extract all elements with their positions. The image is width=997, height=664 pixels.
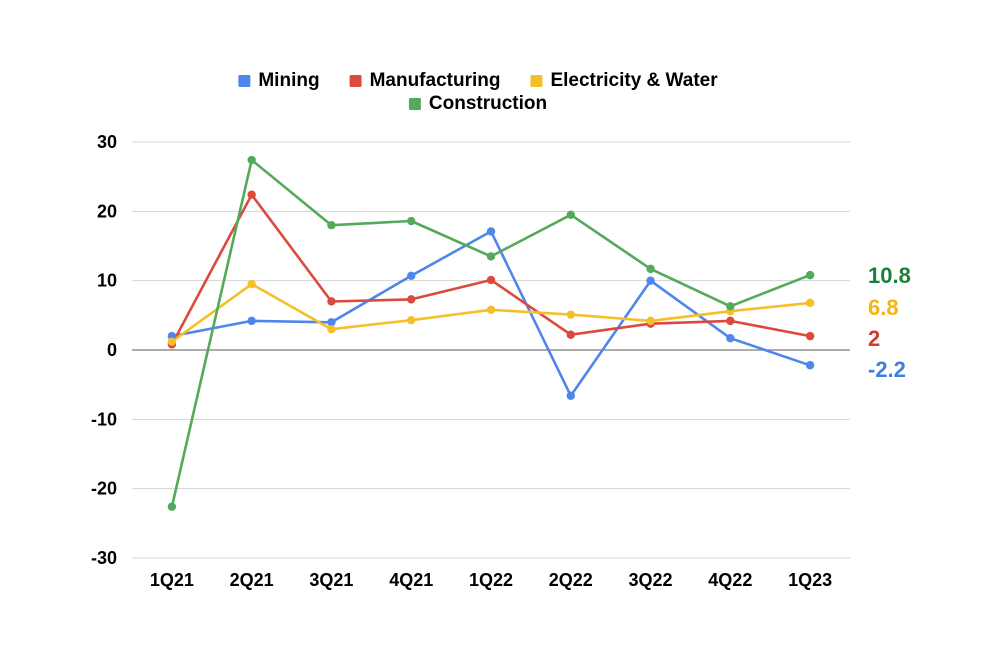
- data-point: [646, 264, 655, 274]
- data-point: [646, 276, 655, 285]
- data-point: [566, 310, 575, 319]
- data-point: [486, 275, 496, 285]
- data-point: [407, 315, 416, 325]
- data-point: [726, 316, 735, 326]
- legend-swatch: [530, 75, 543, 87]
- legend-label: Manufacturing: [370, 70, 501, 91]
- legend-swatch: [408, 98, 421, 110]
- y-tick-label: 30: [97, 132, 117, 152]
- x-tick-label: 2Q21: [230, 570, 274, 590]
- y-tick-label: -20: [91, 479, 117, 499]
- x-axis-ticks: 1Q21 2Q21 3Q21 4Q21 1Q22 2Q22 3Q22 4Q22 1Q23: [150, 570, 832, 590]
- chart-legend: Mining Manufacturing Electricity & WaterCo…: [238, 70, 718, 114]
- data-point: [646, 316, 655, 326]
- data-point: [407, 271, 416, 281]
- data-point: [486, 305, 496, 314]
- data-point: [327, 325, 336, 334]
- y-tick-label: 10: [97, 271, 117, 291]
- data-point: [407, 216, 416, 226]
- data-point: [566, 391, 575, 400]
- data-point: [805, 298, 815, 308]
- y-tick-label: 20: [97, 201, 117, 221]
- legend-swatch: [349, 75, 362, 87]
- data-point: [247, 279, 256, 289]
- data-point: [327, 221, 336, 230]
- data-point: [486, 252, 496, 261]
- x-tick-label: 1Q22: [469, 570, 513, 590]
- x-tick-label: 4Q21: [389, 570, 433, 590]
- legend-label: Electricity & Water: [550, 70, 718, 91]
- legend-swatch: [238, 75, 251, 87]
- data-point: [247, 316, 256, 326]
- end-value-label: -2.2: [868, 357, 906, 382]
- data-point: [486, 227, 496, 236]
- data-point: [726, 334, 735, 343]
- y-axis-ticks: 30 20 10 0 -10 -20 -30: [91, 132, 117, 568]
- x-tick-label: 1Q21: [150, 570, 194, 590]
- data-point: [566, 330, 575, 339]
- data-point: [167, 502, 177, 511]
- x-tick-label: 3Q21: [309, 570, 353, 590]
- data-point: [805, 331, 815, 341]
- y-tick-label: 0: [107, 340, 117, 360]
- data-point: [566, 210, 575, 219]
- data-point: [805, 361, 815, 370]
- data-point: [726, 302, 735, 311]
- x-tick-label: 1Q23: [788, 570, 832, 590]
- y-tick-label: -30: [91, 548, 117, 568]
- end-value-labels: 10.8 6.8 2 -2.2: [868, 263, 911, 382]
- x-tick-label: 3Q22: [629, 570, 673, 590]
- chart-gridlines: [132, 141, 850, 559]
- end-value-label: 2: [868, 326, 880, 351]
- x-tick-label: 4Q22: [708, 570, 752, 590]
- data-point: [805, 270, 815, 280]
- end-value-label: 10.8: [868, 263, 911, 288]
- data-point: [327, 318, 336, 327]
- series-lines: [170, 158, 812, 508]
- series-points: [167, 155, 815, 511]
- legend-label: Construction: [429, 93, 547, 114]
- data-point: [247, 190, 256, 199]
- legend-label: Mining: [258, 70, 319, 91]
- series-line-construction: [170, 158, 812, 508]
- data-point: [327, 297, 336, 306]
- x-tick-label: 2Q22: [549, 570, 593, 590]
- data-point: [167, 337, 177, 346]
- data-point: [247, 155, 256, 165]
- y-tick-label: -10: [91, 409, 117, 429]
- data-point: [407, 295, 416, 304]
- end-value-label: 6.8: [868, 295, 899, 320]
